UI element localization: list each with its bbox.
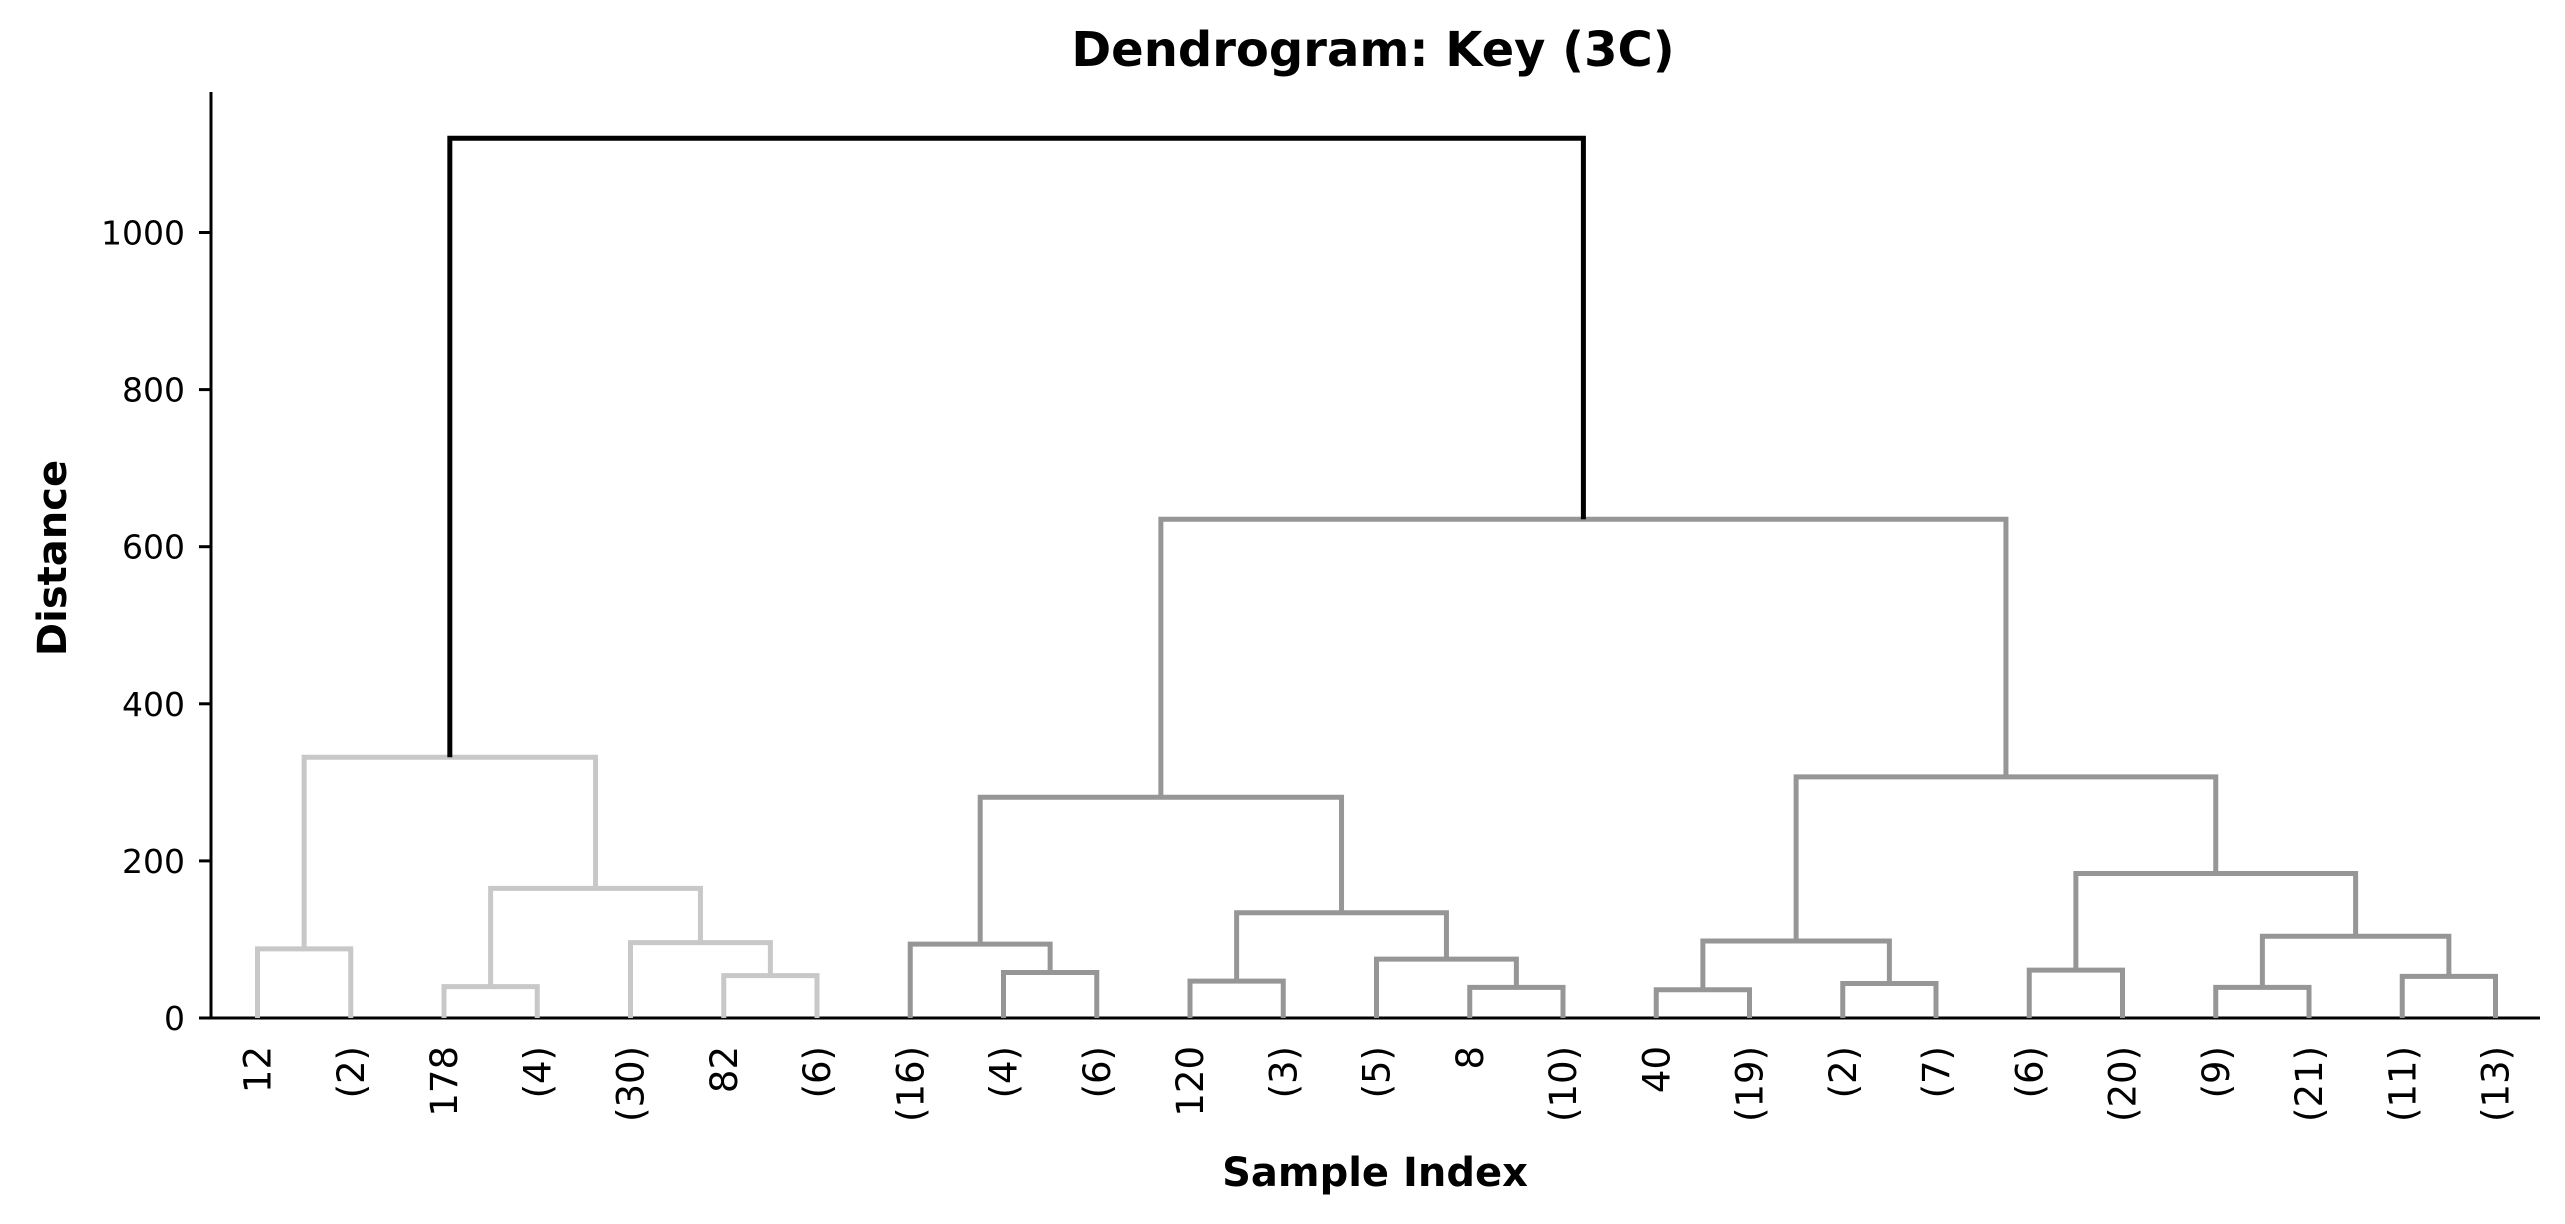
y-tick-label: 800 [122, 371, 185, 410]
y-tick-label: 0 [164, 999, 185, 1038]
leaf-label: 40 [1635, 1046, 1678, 1093]
leaf-label: (2) [330, 1046, 373, 1098]
leaf-label: (9) [2195, 1046, 2238, 1098]
dendrogram-link-19 [2259, 933, 2452, 988]
dendrogram-link-6 [1001, 969, 1100, 1018]
leaf-label: (4) [516, 1046, 559, 1098]
dendrogram-link-10 [1374, 956, 1519, 1018]
dendrogram-link-13 [1653, 987, 1752, 1018]
dendrogram-link-1 [441, 984, 540, 1018]
dendrogram-link-0 [255, 946, 354, 1018]
leaf-label: (3) [1262, 1046, 1305, 1098]
dendrogram-link-16 [2026, 967, 2125, 1018]
y-tick-label: 1000 [101, 214, 185, 253]
leaf-label: (5) [1356, 1046, 1399, 1098]
y-tick-label: 600 [122, 528, 185, 567]
y-tick-labels: 0 200 400 600 800 1000 [101, 214, 211, 1038]
leaf-label: 178 [423, 1046, 466, 1117]
dendrogram-link-7 [907, 941, 1053, 1018]
leaf-label: (7) [1915, 1046, 1958, 1098]
dendrogram-link-3 [628, 940, 773, 1018]
dendrogram-link-14 [1840, 980, 1939, 1018]
leaf-label: (2) [1822, 1046, 1865, 1098]
leaf-label: 12 [237, 1046, 280, 1093]
leaf-label: (4) [983, 1046, 1026, 1098]
leaf-label: (13) [2475, 1046, 2518, 1122]
y-tick-label: 200 [122, 842, 185, 881]
dendrogram-link-18 [2399, 973, 2498, 1018]
dendrogram-link-23 [447, 135, 1586, 758]
leaf-label: (6) [1076, 1046, 1119, 1098]
dendrogram-link-2 [721, 973, 820, 1018]
leaf-labels: 12 (2) 178 (4) (30) 82 (6) (16) (4) (6) 120 (3) (5) 8… [237, 1046, 2518, 1122]
dendrogram-link-11 [1234, 910, 1449, 982]
leaf-label: (30) [610, 1046, 653, 1122]
leaf-label: 8 [1449, 1046, 1492, 1070]
dendrogram-link-22 [1158, 516, 2009, 798]
leaf-label: (10) [1542, 1046, 1585, 1122]
dendrogram-links [255, 135, 2498, 1018]
dendrogram-link-5 [301, 754, 599, 949]
y-axis-label: Distance [30, 460, 76, 656]
dendrogram-link-9 [1467, 984, 1566, 1018]
dendrogram-link-4 [488, 885, 703, 987]
dendrogram-link-17 [2213, 984, 2312, 1018]
x-axis-label: Sample Index [1222, 1150, 1528, 1196]
leaf-label: (19) [1729, 1046, 1772, 1122]
dendrogram-link-20 [2073, 870, 2359, 971]
leaf-label: 120 [1169, 1046, 1212, 1117]
chart-title: Dendrogram: Key (3C) [1071, 22, 1674, 78]
leaf-label: (21) [2288, 1046, 2331, 1122]
leaf-label: (20) [2102, 1046, 2145, 1122]
leaf-label: (16) [889, 1046, 932, 1122]
leaf-label: (11) [2381, 1046, 2424, 1122]
y-tick-label: 400 [122, 685, 185, 724]
dendrogram-link-12 [977, 794, 1345, 945]
dendrogram-link-8 [1187, 978, 1286, 1018]
leaf-label: (6) [796, 1046, 839, 1098]
dendrogram-link-21 [1793, 774, 2219, 942]
leaf-label: 82 [703, 1046, 746, 1093]
leaf-label: (6) [2008, 1046, 2051, 1098]
